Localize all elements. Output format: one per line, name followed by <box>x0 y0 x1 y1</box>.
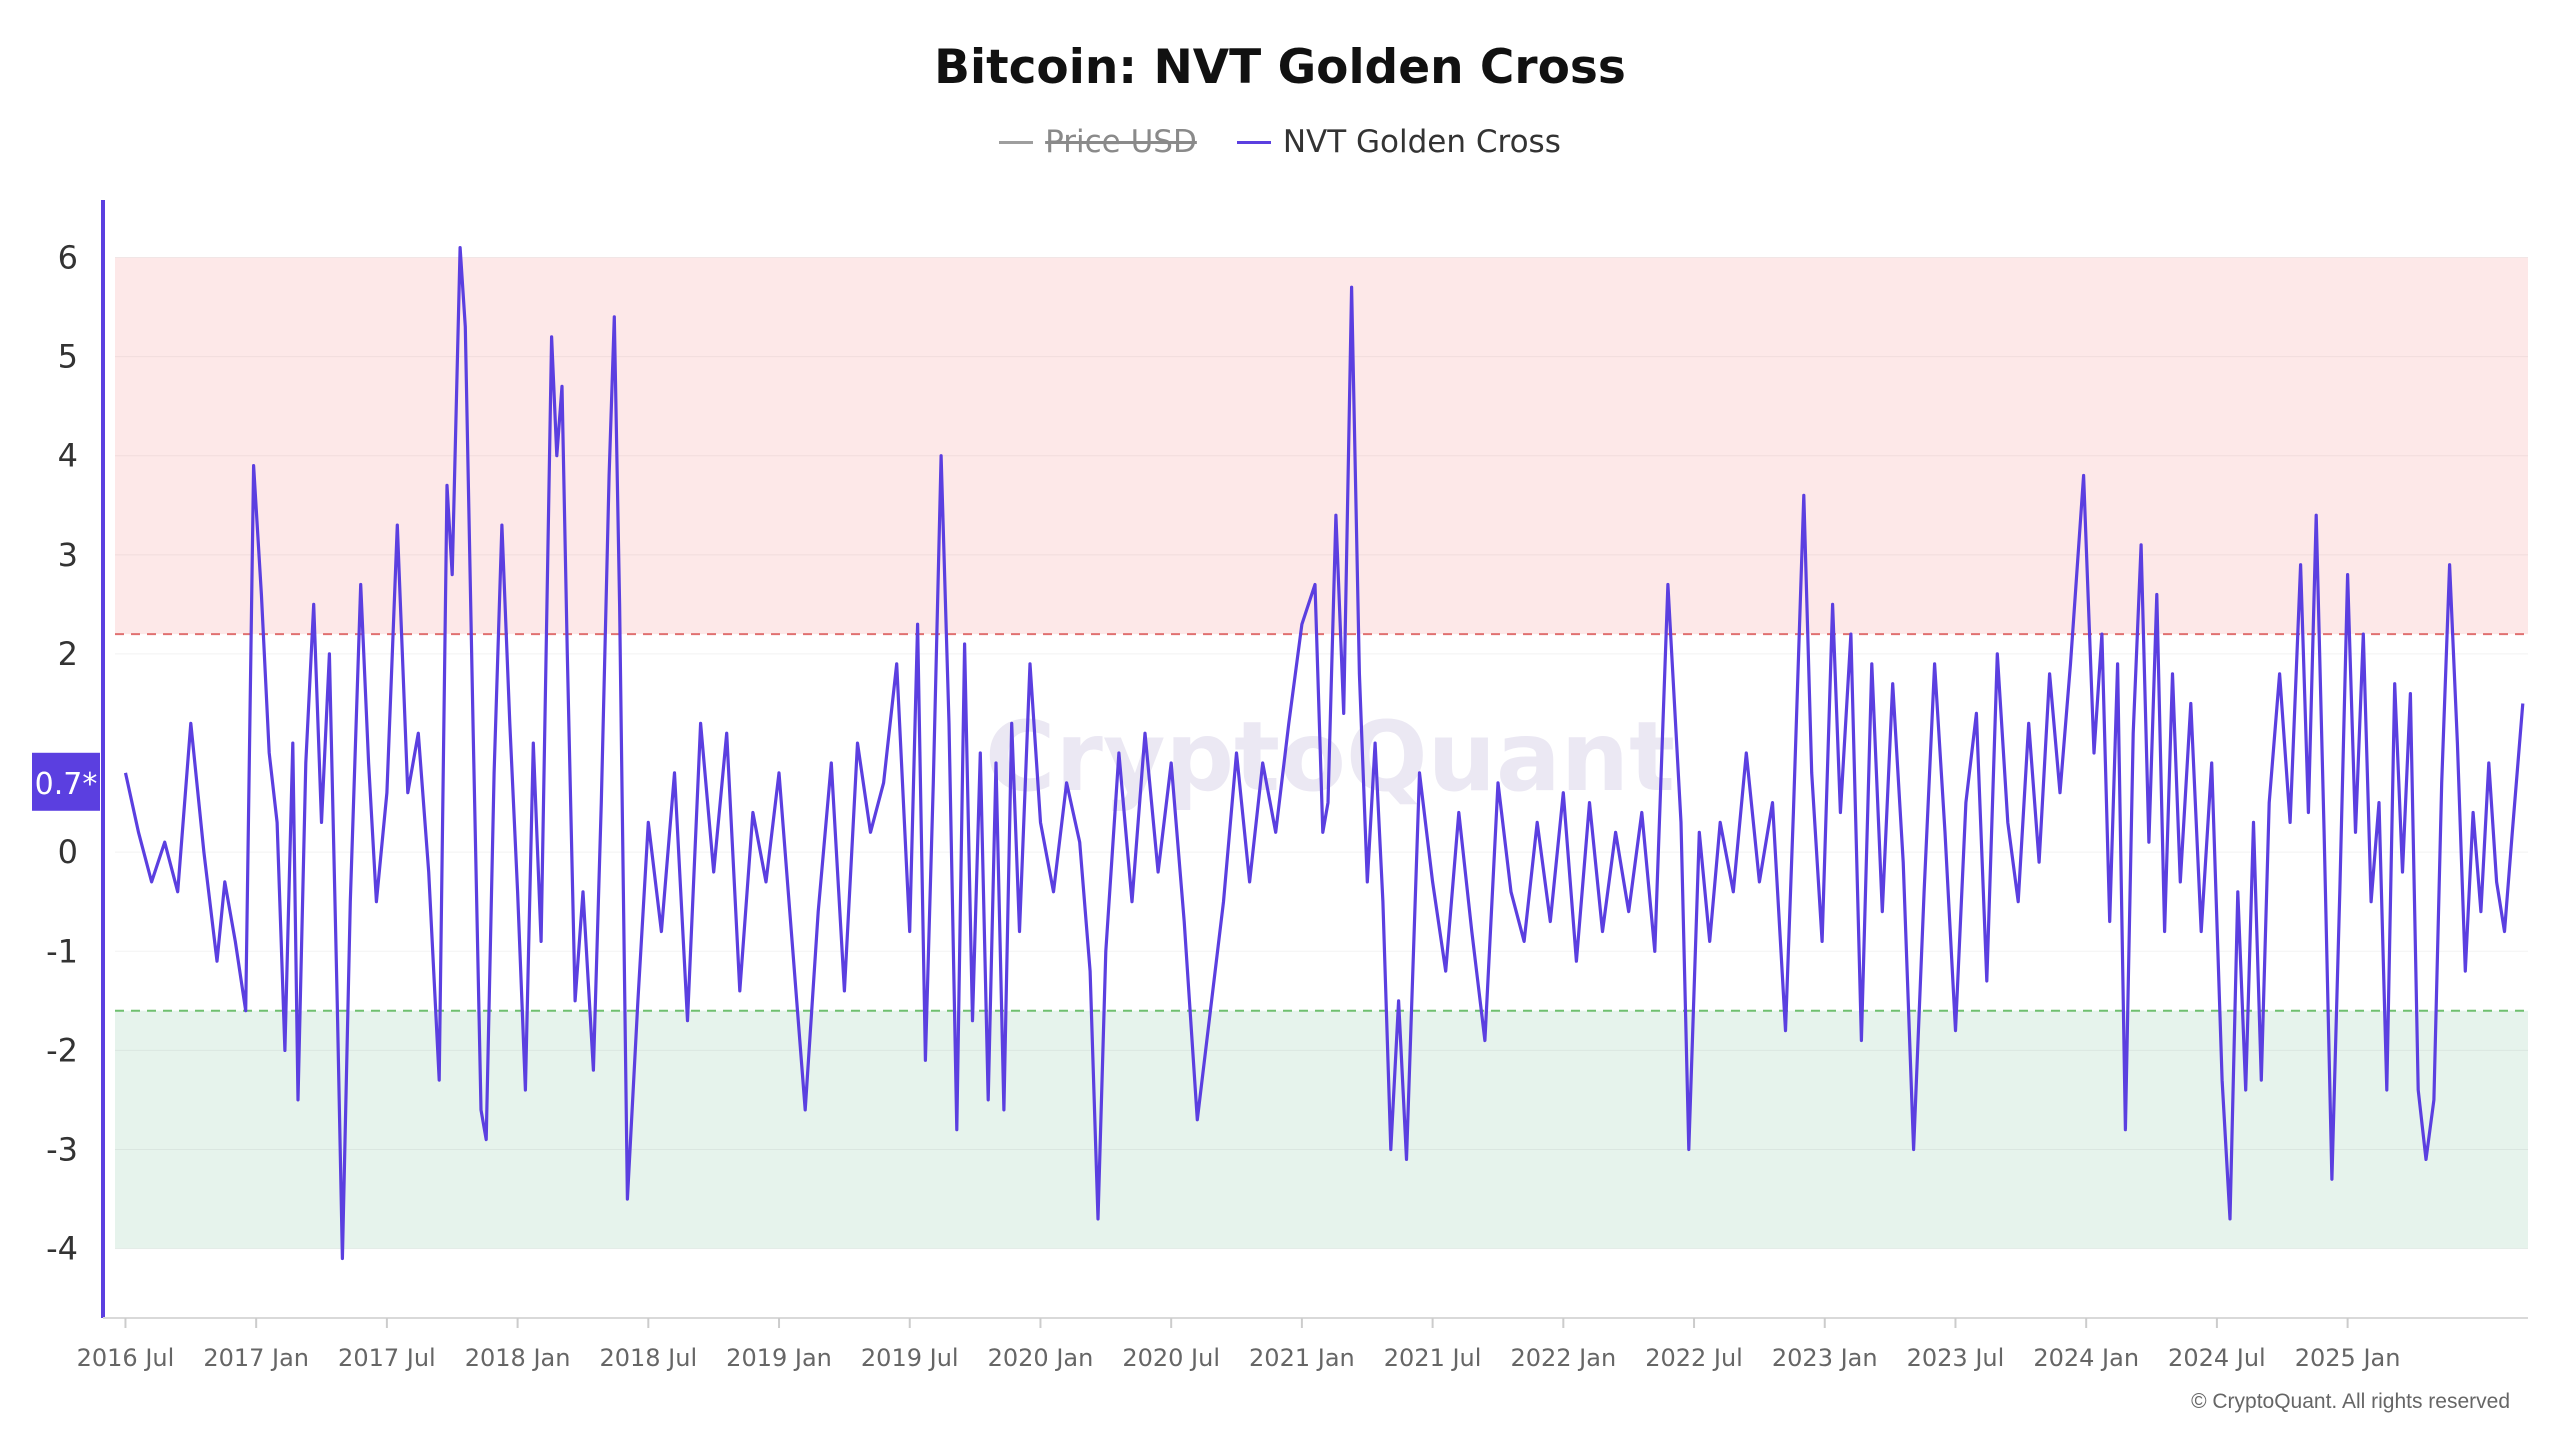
legend-item-nvt-golden-cross[interactable]: NVT Golden Cross <box>1236 124 1561 160</box>
zone-oversold <box>115 1010 2528 1249</box>
x-tick-label: 2023 Jan <box>1772 1344 1878 1372</box>
x-tick-label: 2021 Jul <box>1384 1344 1482 1372</box>
current-value-badge: 0.7* <box>32 752 100 811</box>
legend-swatch-nvt-golden-cross <box>1236 140 1271 144</box>
x-tick-label: 2019 Jul <box>861 1344 959 1372</box>
x-tick-label: 2017 Jan <box>203 1344 309 1372</box>
y-axis-ticks: 6 5 4 3 2 0 -1 -2 -3 -4 <box>46 238 78 1267</box>
legend-label-price-usd: Price USD <box>1045 124 1197 160</box>
x-axis-ticks: 2016 Jul 2017 Jan 2017 Jul 2018 Jan 2018 Jul… <box>77 1318 2401 1372</box>
y-tick-label: 0 <box>58 833 78 871</box>
credit-text: © CryptoQuant. All rights reserved <box>2191 1390 2510 1413</box>
x-tick-label: 2024 Jan <box>2033 1344 2139 1372</box>
x-tick-label: 2020 Jan <box>988 1344 1094 1372</box>
y-tick-label: -1 <box>46 932 78 970</box>
y-tick-label: 6 <box>58 238 78 276</box>
current-value-badge-box <box>32 752 100 811</box>
y-tick-label: -3 <box>46 1131 78 1169</box>
y-tick-label: 2 <box>58 635 78 673</box>
grid-layer <box>115 256 2528 1250</box>
x-tick-label: 2018 Jul <box>599 1344 697 1372</box>
x-tick-label: 2019 Jan <box>726 1344 832 1372</box>
x-tick-label: 2017 Jul <box>338 1344 436 1372</box>
x-tick-label: 2024 Jul <box>2168 1344 2266 1372</box>
legend-swatch-price-usd <box>999 140 1034 144</box>
x-tick-label: 2023 Jul <box>1907 1344 2005 1372</box>
y-tick-label: 5 <box>58 338 78 376</box>
y-tick-label: -4 <box>46 1230 78 1268</box>
x-tick-label: 2016 Jul <box>77 1344 175 1372</box>
x-tick-label: 2020 Jul <box>1122 1344 1220 1372</box>
legend-item-price-usd[interactable]: Price USD <box>999 124 1197 160</box>
x-tick-label: 2025 Jan <box>2295 1344 2401 1372</box>
chart-title: Bitcoin: NVT Golden Cross <box>934 40 1626 95</box>
x-tick-label: 2022 Jan <box>1510 1344 1616 1372</box>
zones-layer <box>115 257 2528 1249</box>
zone-overbought <box>115 257 2528 635</box>
y-tick-label: 3 <box>58 536 78 574</box>
x-tick-label: 2018 Jan <box>465 1344 571 1372</box>
x-tick-label: 2021 Jan <box>1249 1344 1355 1372</box>
chart-legend: Price USD NVT Golden Cross <box>0 124 2560 160</box>
x-tick-label: 2022 Jul <box>1645 1344 1743 1372</box>
legend-label-nvt-golden-cross: NVT Golden Cross <box>1282 124 1561 160</box>
current-value-badge-label: 0.7* <box>35 767 98 802</box>
series-line-nvt-golden-cross <box>123 246 2525 1261</box>
series-layer <box>123 246 2525 1261</box>
y-tick-label: 4 <box>58 437 78 475</box>
y-tick-label: -2 <box>46 1031 78 1069</box>
